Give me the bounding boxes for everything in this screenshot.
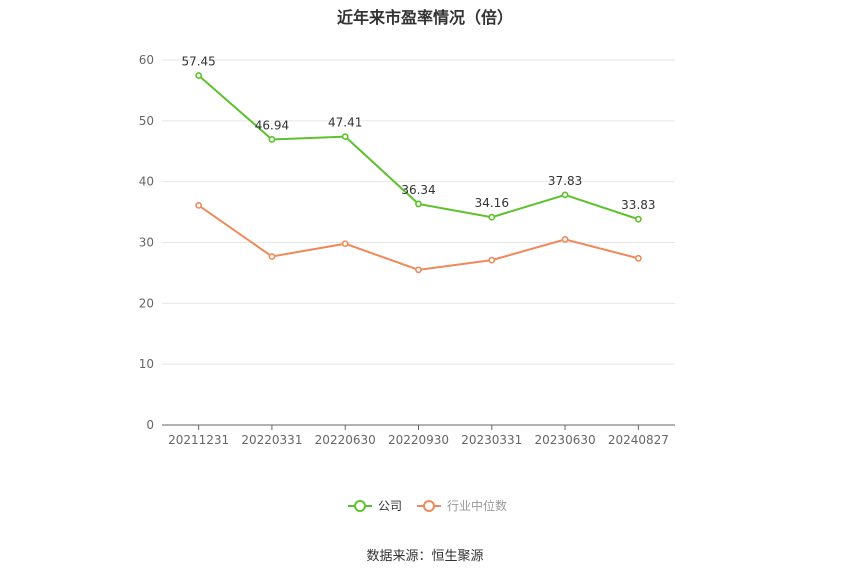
y-tick-label: 10 — [139, 357, 154, 371]
data-point — [488, 213, 496, 221]
data-point — [415, 266, 422, 274]
data-label: 34.16 — [475, 196, 509, 210]
data-point — [415, 200, 422, 208]
series-layer — [195, 72, 642, 274]
x-tick-label: 20230331 — [461, 433, 522, 447]
data-label: 33.83 — [621, 198, 655, 212]
y-tick-label: 20 — [139, 296, 154, 310]
legend-marker — [354, 500, 366, 512]
y-tick-label: 30 — [139, 236, 154, 250]
data-label: 37.83 — [548, 174, 582, 188]
data-point — [634, 215, 642, 223]
legend-marker — [423, 500, 435, 512]
data-label: 46.94 — [255, 118, 289, 132]
source-note: 数据来源：恒生聚源 — [366, 549, 484, 564]
y-tick-label: 0 — [146, 418, 154, 432]
y-tick-label: 50 — [139, 114, 154, 128]
data-point — [268, 253, 276, 260]
legend: 公司 行业中位数 — [348, 498, 507, 513]
data-point — [341, 240, 349, 248]
data-point — [195, 201, 203, 209]
series-line-2 — [198, 204, 639, 271]
x-tick-label: 20211231 — [168, 433, 229, 447]
data-point — [488, 256, 496, 264]
x-tick-label: 20220331 — [241, 433, 302, 447]
x-tick-label: 20230630 — [535, 433, 596, 447]
data-point — [561, 236, 569, 243]
data-point — [195, 72, 203, 79]
grid-lines — [162, 59, 675, 365]
legend-label: 行业中位数 — [447, 498, 507, 513]
y-tick-label: 60 — [139, 53, 154, 67]
data-point — [561, 191, 569, 199]
chart-title: 近年来市盈率情况（倍） — [336, 8, 513, 27]
x-tick-label: 20220930 — [388, 433, 449, 447]
legend-label: 公司 — [378, 499, 402, 513]
series-line-1 — [197, 74, 639, 221]
data-point — [268, 136, 276, 143]
data-labels: 57.45 46.94 47.41 36.34 34.16 37.83 33.83 — [181, 55, 655, 213]
data-label: 36.34 — [401, 183, 435, 197]
data-point — [634, 254, 642, 262]
x-tick-label: 20240827 — [608, 433, 669, 447]
data-label: 57.45 — [181, 55, 215, 69]
data-point — [341, 133, 349, 140]
data-label: 47.41 — [328, 116, 362, 130]
x-tick-label: 20220630 — [315, 433, 376, 447]
axes: 0 10 20 30 40 50 60 20211231 20220331 20220630 202… — [139, 53, 675, 447]
y-tick-label: 40 — [139, 175, 154, 189]
